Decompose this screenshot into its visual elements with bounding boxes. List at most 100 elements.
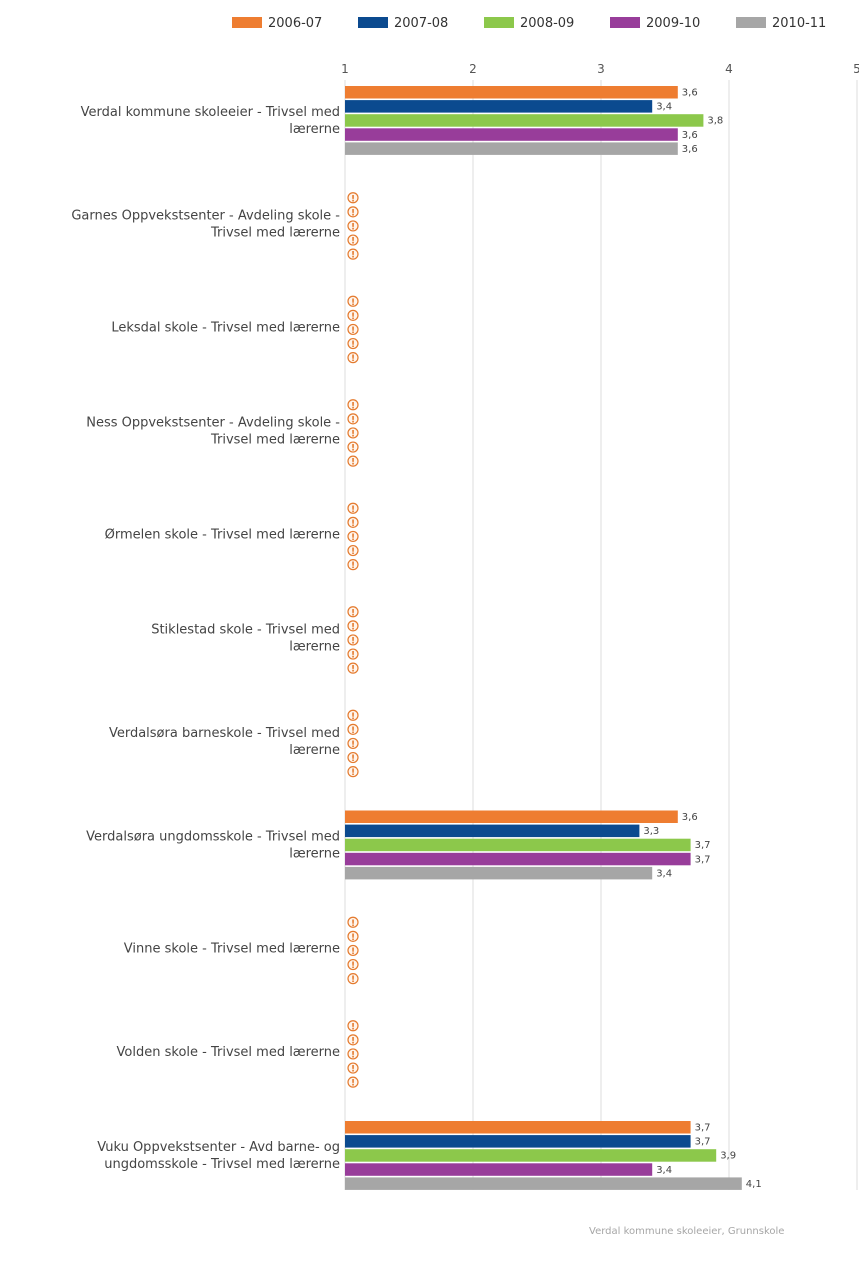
- bar-2008-09: [345, 114, 704, 127]
- missing-data-icon: [347, 1048, 359, 1060]
- missing-data-mark: !: [351, 740, 355, 750]
- missing-data-icon: [347, 427, 359, 439]
- value-label: 3,4: [656, 102, 672, 113]
- value-label: 4,1: [746, 1179, 762, 1190]
- bar-2006-07: [345, 86, 678, 99]
- missing-data-icon: [347, 352, 359, 364]
- x-tick-label-4: 4: [725, 62, 733, 76]
- legend-label-2010-11: 2010-11: [772, 16, 826, 31]
- missing-data-mark: !: [351, 712, 355, 722]
- missing-data-mark: !: [351, 237, 355, 247]
- missing-data-mark: !: [351, 547, 355, 557]
- legend-label-2008-09: 2008-09: [520, 16, 574, 31]
- missing-data-icon: [347, 1034, 359, 1046]
- missing-data-mark: !: [351, 933, 355, 943]
- missing-data-mark: !: [351, 326, 355, 336]
- missing-data-icon: [347, 662, 359, 674]
- missing-data-mark: !: [351, 194, 355, 204]
- missing-data-mark: !: [351, 561, 355, 571]
- category-labels: Verdal kommune skoleeier - Trivsel med læ…: [71, 105, 340, 1172]
- value-label: 3,4: [656, 868, 672, 879]
- bars: [345, 86, 742, 1190]
- value-label: 3,4: [656, 1165, 672, 1176]
- missing-data-mark: !: [351, 768, 355, 778]
- grid: [344, 80, 858, 1190]
- value-label: 3,3: [643, 826, 659, 837]
- value-labels: 3,6 3,4 3,8 3,6 3,6 3,6 3,3 3,7 3,7 3,4 3,7 3,7 3,9 3…: [643, 88, 761, 1190]
- missing-data-icon: [347, 634, 359, 646]
- bar-2010-11: [345, 142, 678, 155]
- missing-data-icon: [347, 620, 359, 632]
- bar-2010-11: [345, 1177, 742, 1190]
- missing-data-icon: [347, 337, 359, 350]
- category-label: Verdal kommune skoleeier - Trivsel med læ…: [81, 105, 340, 137]
- missing-data-icon: [347, 295, 359, 307]
- missing-data-mark: !: [351, 622, 355, 632]
- missing-data-mark: !: [351, 415, 355, 425]
- value-label: 3,7: [695, 854, 711, 865]
- bar-2009-10: [345, 1163, 653, 1176]
- missing-data-icon: [347, 958, 359, 971]
- missing-data-mark: !: [351, 651, 355, 661]
- missing-data-icon: [347, 309, 359, 321]
- missing-data-icon: [347, 766, 359, 778]
- category-label: Ness Oppvekstsenter - Avdeling skole -Tr…: [86, 415, 340, 447]
- legend-label-2007-08: 2007-08: [394, 16, 448, 31]
- missing-data-icon: [347, 248, 359, 260]
- missing-data-icon: [347, 737, 359, 750]
- bar-2007-08: [345, 824, 640, 838]
- missing-data-mark: !: [351, 519, 355, 529]
- value-label: 3,6: [682, 130, 698, 141]
- legend: 2006-07 2007-08 2008-09 2009-10 2010-11: [232, 16, 826, 31]
- missing-data-mark: !: [351, 1050, 355, 1060]
- missing-markers: !!!!!!!!!!!!!!!!!!!!!!!!!!!!!!!!!!!!!!!!: [347, 192, 359, 1089]
- missing-data-icon: [347, 559, 359, 571]
- bar-2008-09: [345, 1149, 717, 1162]
- missing-data-mark: !: [351, 340, 355, 350]
- missing-data-mark: !: [351, 975, 355, 985]
- missing-data-mark: !: [351, 726, 355, 736]
- missing-data-icon: [347, 234, 359, 246]
- missing-data-icon: [347, 516, 359, 528]
- value-label: 3,7: [695, 840, 711, 851]
- missing-data-icon: [347, 544, 359, 557]
- missing-data-icon: [347, 1062, 359, 1074]
- missing-data-icon: [347, 973, 359, 985]
- missing-data-mark: !: [351, 1079, 355, 1089]
- legend-swatch-2007-08: [358, 17, 388, 28]
- legend-swatch-2008-09: [484, 17, 514, 28]
- missing-data-mark: !: [351, 444, 355, 454]
- x-tick-label-5: 5: [853, 62, 859, 76]
- missing-data-icon: [347, 220, 359, 232]
- category-label: Verdalsøra ungdomsskole - Trivsel med lær…: [86, 829, 340, 861]
- missing-data-icon: [347, 502, 359, 514]
- x-axis-ticks: 1 2 3 4 5: [341, 62, 859, 76]
- category-label: Vuku Oppvekstsenter - Avd barne- og ungdo…: [97, 1140, 340, 1172]
- category-label: Ørmelen skole - Trivsel med lærerne: [105, 527, 340, 542]
- missing-data-icon: [347, 530, 359, 543]
- missing-data-mark: !: [351, 208, 355, 218]
- missing-data-icon: [347, 944, 359, 957]
- missing-data-icon: [347, 413, 359, 425]
- value-label: 3,8: [707, 116, 723, 127]
- bar-2007-08: [345, 1135, 691, 1148]
- bar-2006-07: [345, 810, 678, 823]
- missing-data-mark: !: [351, 947, 355, 957]
- category-label: Stiklestad skole - Trivsel med lærerne: [151, 622, 340, 654]
- bar-2008-09: [345, 838, 691, 852]
- value-label: 3,6: [682, 812, 698, 823]
- bar-2010-11: [345, 866, 653, 880]
- bar-2009-10: [345, 852, 691, 866]
- missing-data-mark: !: [351, 919, 355, 929]
- value-label: 3,6: [682, 88, 698, 99]
- category-label: Leksdal skole - Trivsel med lærerne: [111, 320, 340, 335]
- missing-data-mark: !: [351, 429, 355, 439]
- missing-data-mark: !: [351, 354, 355, 364]
- missing-data-icon: [347, 399, 359, 411]
- value-label: 3,7: [695, 1123, 711, 1134]
- legend-swatch-2006-07: [232, 17, 262, 28]
- missing-data-icon: [347, 648, 359, 660]
- value-label: 3,7: [695, 1137, 711, 1148]
- missing-data-icon: [347, 455, 359, 467]
